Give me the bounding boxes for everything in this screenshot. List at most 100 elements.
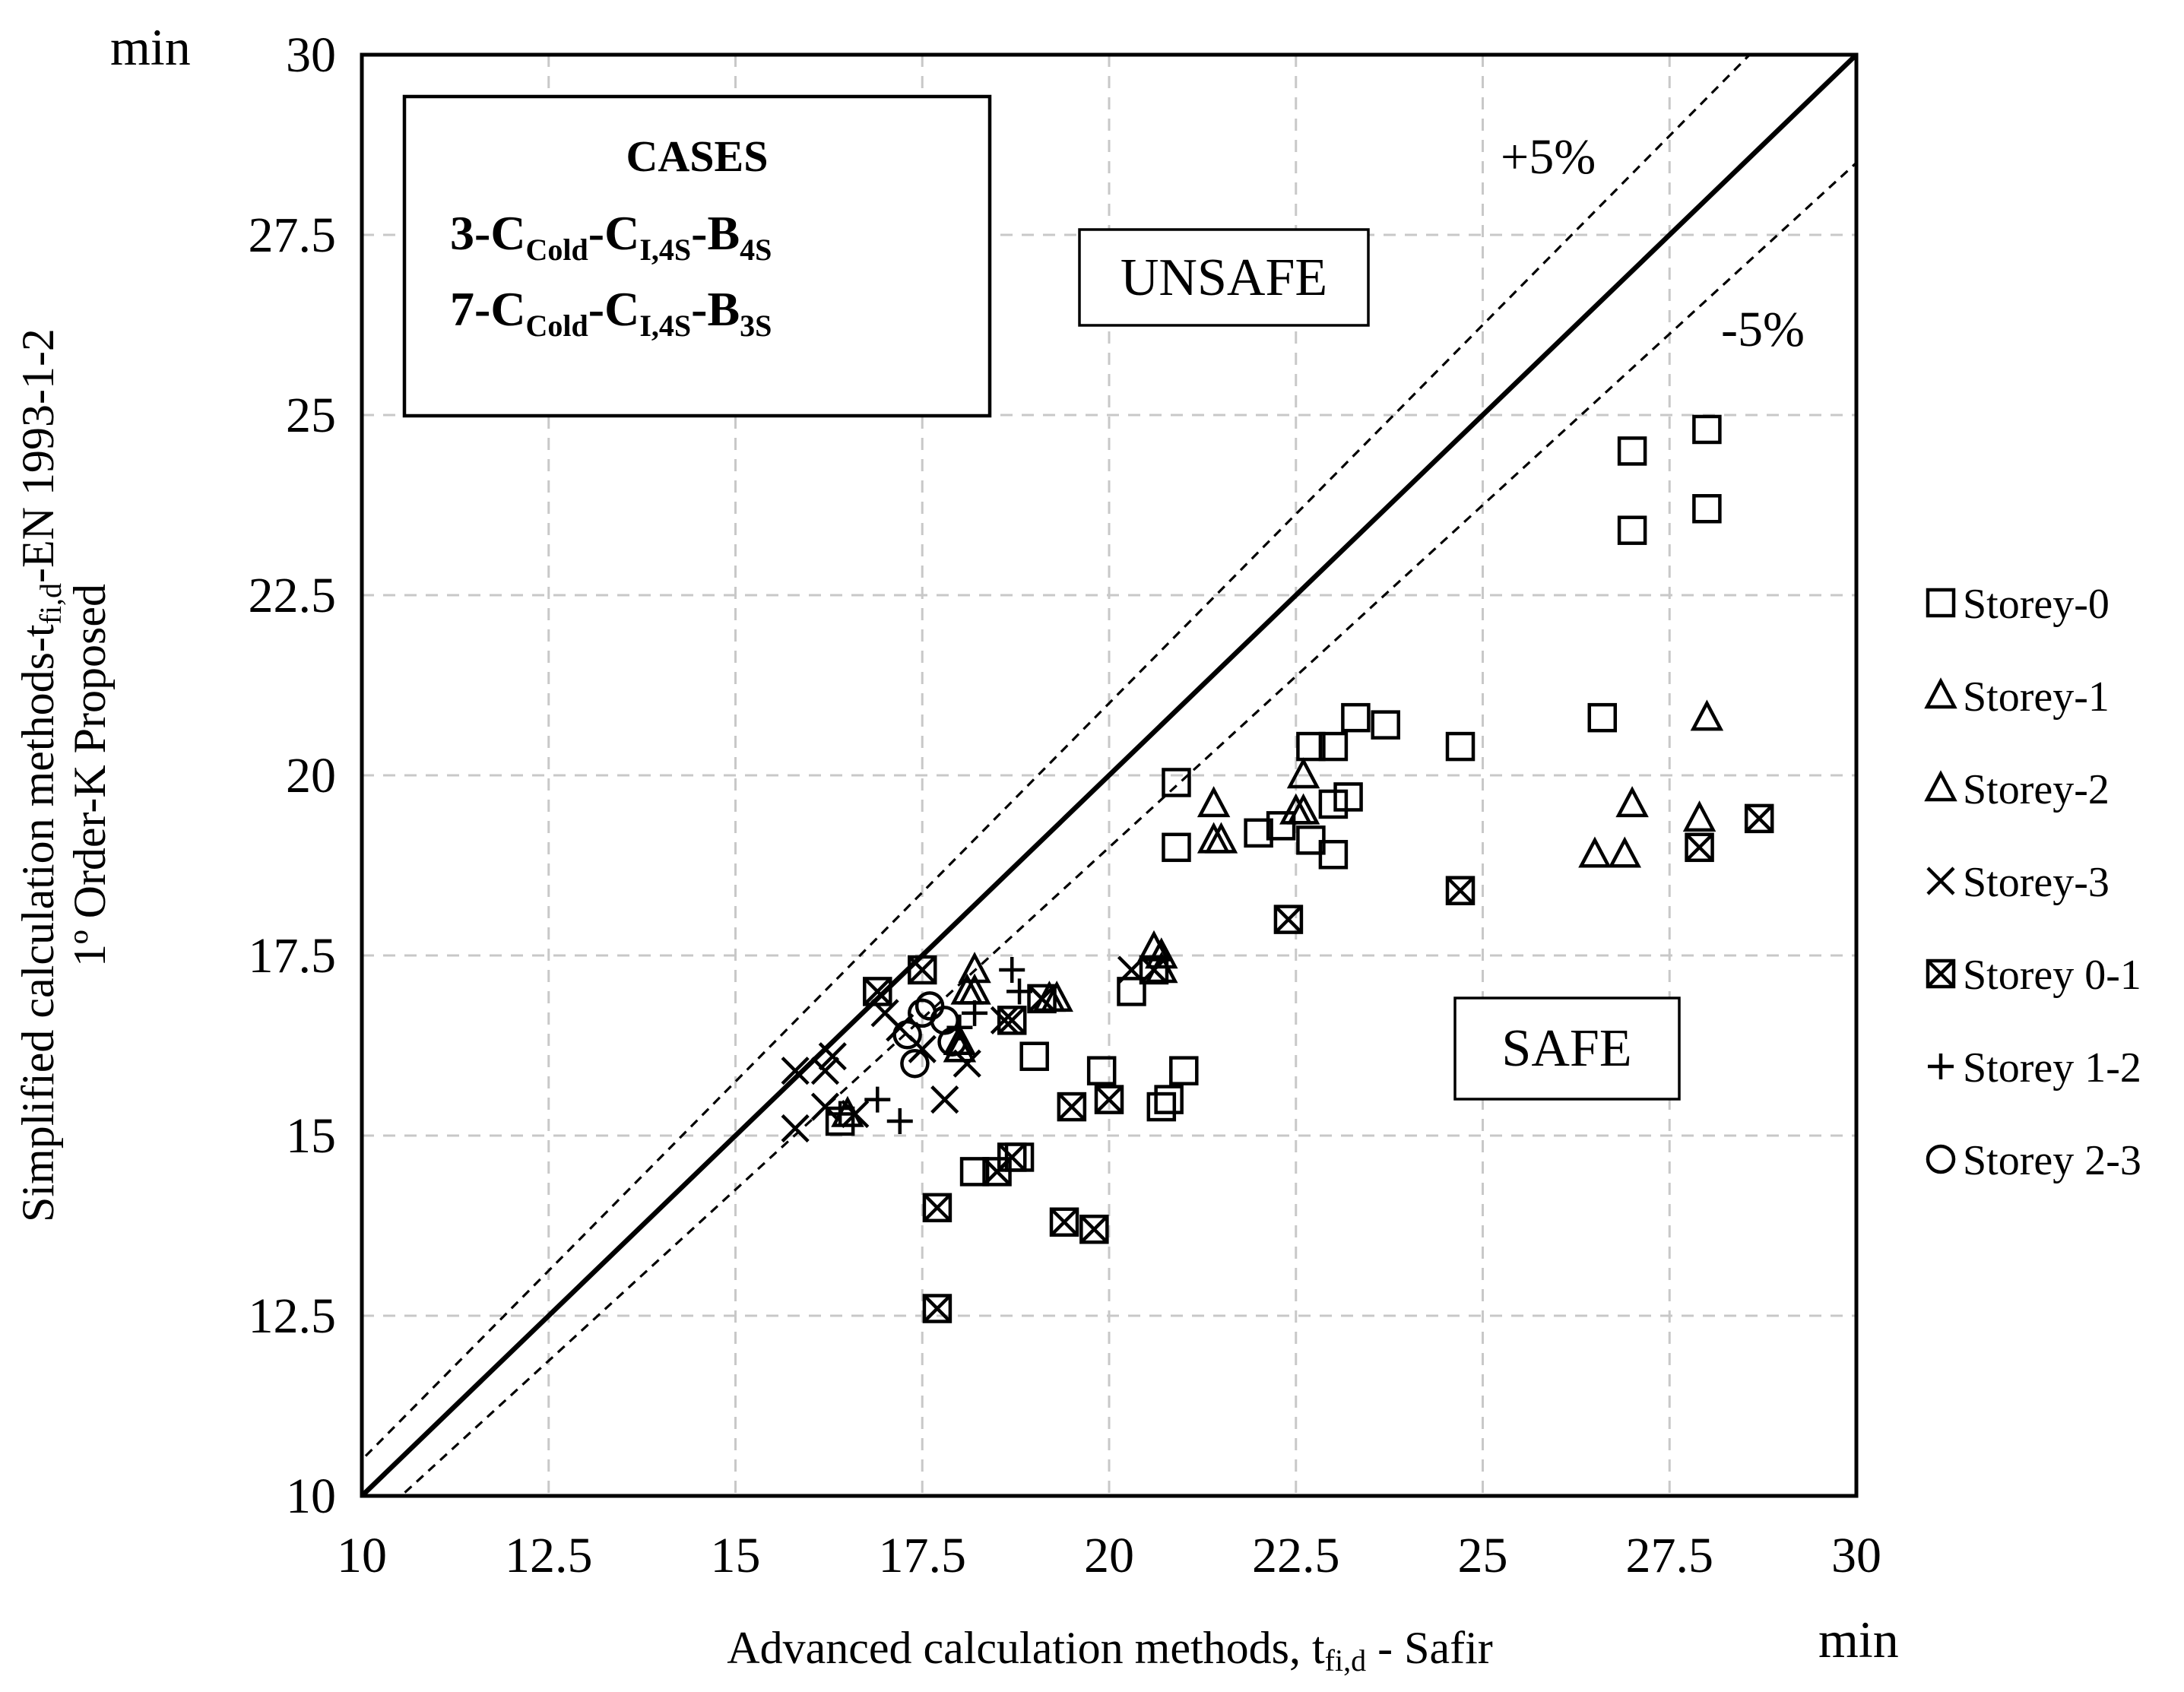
point-storey-0-1 <box>997 1142 1027 1172</box>
point-storey-0 <box>1617 436 1647 466</box>
point-storey-3 <box>810 1057 840 1085</box>
point-storey-0 <box>1692 414 1722 445</box>
point-storey-2 <box>943 1031 977 1063</box>
point-storey-3 <box>886 1013 914 1042</box>
point-storey-3 <box>990 1006 1019 1035</box>
point-storey-0-1 <box>1685 832 1714 863</box>
point-storey-0 <box>1162 832 1191 863</box>
point-storey-0 <box>1318 840 1349 870</box>
point-storey-0-1 <box>1057 1092 1087 1122</box>
point-storey-1 <box>1615 786 1649 818</box>
minus5-line <box>399 161 1856 1496</box>
point-storey-0 <box>1296 731 1326 762</box>
point-storey-0 <box>1371 710 1400 740</box>
point-storey-1 <box>1137 930 1171 962</box>
point-storey-1 <box>1690 699 1724 731</box>
y-tick-label: 27.5 <box>249 208 337 263</box>
point-storey-0 <box>1146 1092 1177 1122</box>
legend-marker-storey-1 <box>1924 677 1957 709</box>
point-storey-2-3 <box>892 1020 922 1050</box>
point-storey-0-1 <box>863 977 892 1006</box>
svg-text:Simplified calculation methods: Simplified calculation methods-tfi,d-EN … <box>13 328 68 1222</box>
legend-marker-storey-2 <box>1924 770 1957 802</box>
point-storey-0-1 <box>1273 905 1304 934</box>
point-storey-2 <box>950 973 984 1005</box>
x-tick-label: 30 <box>1831 1528 1881 1583</box>
cases-title: CASES <box>626 131 769 181</box>
point-storey-0-1 <box>997 1006 1027 1035</box>
x-tick-label: 25 <box>1458 1528 1508 1583</box>
point-storey-3 <box>818 1042 847 1071</box>
x-tick-label: 17.5 <box>879 1528 967 1583</box>
legend-marker-storey-3 <box>1926 867 1955 895</box>
point-storey-0-1 <box>922 1193 953 1223</box>
y-tick-label: 12.5 <box>249 1288 337 1344</box>
point-storey-0-1 <box>1079 1214 1109 1244</box>
point-storey-2 <box>1279 793 1313 825</box>
point-storey-0 <box>959 1157 990 1187</box>
reference-lines <box>362 55 1856 1496</box>
y-tick-label: 30 <box>286 27 336 83</box>
point-storey-0 <box>1318 731 1349 762</box>
y-tick-label: 22.5 <box>249 568 337 623</box>
point-storey-0 <box>1617 515 1647 545</box>
legend-item-storey-0: Storey-0 <box>1926 581 2110 628</box>
point-storey-2 <box>1145 937 1178 969</box>
point-storey-0 <box>1244 818 1273 848</box>
y-tick-label: 20 <box>286 748 336 803</box>
legend-marker-storey-2-3 <box>1926 1144 1956 1174</box>
legend-marker-storey-0 <box>1926 588 1956 618</box>
x-tick-label: 12.5 <box>505 1528 593 1583</box>
point-storey-1-2 <box>962 1000 988 1026</box>
point-storey-1-2 <box>864 1086 891 1113</box>
legend-label: Storey-0 <box>1963 581 2110 628</box>
point-storey-0 <box>1692 493 1722 524</box>
legend-label: Storey 2-3 <box>1963 1137 2141 1184</box>
cases-box: CASES 3-CCold-CI,4S-B4S 7-CCold-CI,4S-B3… <box>402 94 992 418</box>
y-tick-label: 15 <box>286 1108 336 1164</box>
point-storey-1-2 <box>999 956 1025 983</box>
point-storey-0 <box>1333 782 1363 812</box>
point-storey-0-1 <box>1094 1085 1124 1114</box>
y-tick-label: 17.5 <box>249 928 337 984</box>
legend-item-storey-2-3: Storey 2-3 <box>1926 1137 2141 1184</box>
point-storey-1 <box>1286 757 1320 789</box>
legend-marker-storey-1-2 <box>1928 1054 1954 1079</box>
point-storey-3 <box>781 1114 810 1143</box>
legend-label: Storey 0-1 <box>1963 952 2141 999</box>
x-axis-title: Advanced calculation methods, tfi,d - Sa… <box>727 1623 1492 1678</box>
point-storey-3 <box>908 1035 937 1063</box>
legend-item-storey-3: Storey-3 <box>1926 859 2110 906</box>
data-points <box>781 414 1774 1323</box>
point-storey-0-1 <box>1445 876 1476 905</box>
svg-text:1º Order-K Proposed: 1º Order-K Proposed <box>65 584 115 967</box>
point-storey-0 <box>1318 789 1349 819</box>
y-tick-labels: 10 12.5 15 17.5 20 22.5 25 27.5 30 <box>249 27 337 1524</box>
point-storey-3 <box>841 1099 870 1129</box>
point-storey-2-3 <box>914 991 945 1021</box>
case-line-1: 3-CCold-CI,4S-B4S <box>450 206 772 267</box>
x-tick-label: 10 <box>337 1528 387 1583</box>
y-unit-label: min <box>110 18 191 76</box>
point-storey-1 <box>1682 800 1716 832</box>
point-storey-0 <box>1587 702 1618 733</box>
point-storey-2-3 <box>937 1027 967 1057</box>
legend-label: Storey-1 <box>1963 673 2110 721</box>
point-storey-0 <box>1162 768 1191 797</box>
point-storey-0-1 <box>1744 803 1774 834</box>
x-tick-label: 15 <box>711 1528 761 1583</box>
x-tick-label: 20 <box>1084 1528 1134 1583</box>
point-storey-3 <box>930 1085 959 1114</box>
point-storey-0 <box>1266 811 1296 841</box>
y-axis-title: Simplified calculation methods-tfi,d-EN … <box>13 328 115 1222</box>
point-storey-0-1 <box>1139 955 1169 985</box>
x-tick-label: 22.5 <box>1252 1528 1340 1583</box>
plus5-label: +5% <box>1501 129 1596 185</box>
legend-label: Storey-3 <box>1963 859 2110 906</box>
point-storey-0-1 <box>1027 984 1057 1014</box>
y-tick-label: 25 <box>286 388 336 443</box>
point-storey-0 <box>1154 1085 1184 1114</box>
legend: Storey-0 Storey-1 Storey-2 Storey-3 Storey 0… <box>1924 581 2141 1184</box>
point-storey-0-1 <box>908 955 937 985</box>
